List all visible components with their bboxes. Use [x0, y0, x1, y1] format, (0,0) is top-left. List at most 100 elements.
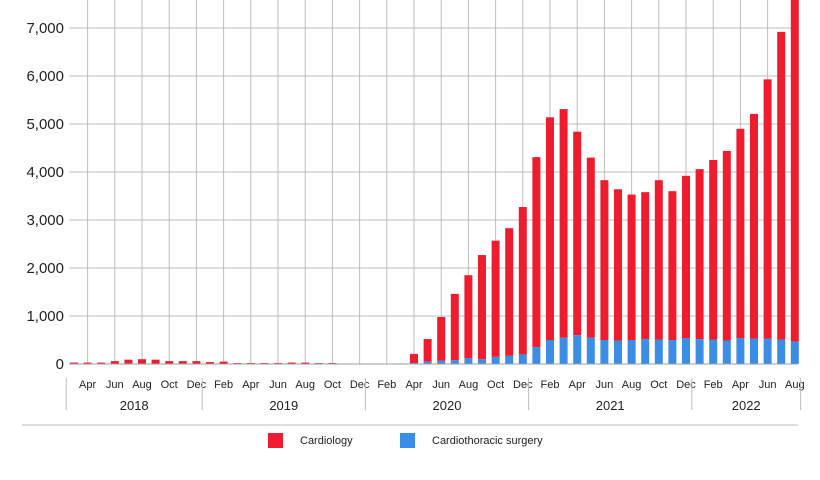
- bar-cardiothoracic: [722, 340, 731, 364]
- bar-cardiology: [478, 255, 486, 360]
- bar-cardiothoracic: [505, 355, 514, 364]
- bar-cardiology: [219, 361, 228, 364]
- month-label: Apr: [79, 379, 96, 391]
- bar-cardiology: [206, 362, 214, 364]
- month-label: Dec: [676, 379, 696, 391]
- bar-cardiothoracic: [464, 358, 473, 364]
- bar-cardiothoracic: [668, 340, 677, 364]
- bar-cardiology: [654, 180, 663, 340]
- bar-cardiothoracic: [478, 359, 486, 364]
- bar-cardiothoracic: [423, 361, 432, 364]
- month-label: Aug: [785, 379, 805, 391]
- month-label: Apr: [569, 379, 586, 391]
- month-label: Oct: [487, 379, 504, 391]
- month-label: Jun: [596, 379, 614, 391]
- month-label: Feb: [541, 379, 560, 391]
- bar-cardiology: [600, 180, 609, 340]
- month-label: Apr: [242, 379, 259, 391]
- year-label: 2019: [269, 398, 298, 413]
- y-tick-label: 3,000: [26, 212, 64, 229]
- bar-cardiology: [450, 293, 459, 361]
- bar-cardiology: [423, 339, 432, 362]
- bar-cardiothoracic: [532, 347, 541, 364]
- y-tick-label: 2,000: [26, 260, 64, 277]
- bar-cardiology: [518, 207, 527, 355]
- y-axis: 0 1,000 2,000 3,000 4,000 5,000 6,000 7,000: [26, 20, 64, 373]
- month-label: Dec: [350, 379, 370, 391]
- bar-cardiothoracic: [450, 360, 459, 364]
- bar-cardiothoracic: [627, 340, 636, 364]
- bar-cardiology: [178, 361, 187, 364]
- year-label: 2022: [732, 398, 761, 413]
- bar-cardiology: [464, 275, 473, 359]
- bar-cardiothoracic: [437, 360, 446, 364]
- month-label: Feb: [377, 379, 396, 391]
- bar-cardiology: [641, 192, 650, 340]
- bar-cardiology: [682, 175, 690, 339]
- bar-cardiology: [614, 189, 622, 341]
- bar-cardiology: [668, 191, 677, 340]
- bar-cardiothoracic: [641, 339, 650, 364]
- y-tick-label: 1,000: [26, 308, 64, 325]
- bar-cardiology: [124, 359, 133, 364]
- bar-cardiothoracic: [777, 339, 786, 364]
- month-label: Jun: [106, 379, 124, 391]
- y-tick-label: 0: [56, 356, 64, 373]
- bar-cardiology: [491, 240, 500, 357]
- month-label: Oct: [650, 379, 667, 391]
- month-label: Apr: [405, 379, 422, 391]
- bar-cardiology: [586, 157, 595, 338]
- bar-cardiothoracic: [682, 338, 690, 364]
- bar-cardiothoracic: [709, 339, 718, 364]
- month-label: Jun: [432, 379, 450, 391]
- bar-cardiology: [192, 361, 201, 364]
- bar-cardiothoracic: [559, 337, 568, 364]
- bar-cardiology: [410, 353, 418, 364]
- x-axis: Apr Jun Aug Oct Dec Feb Apr Jun Aug Oct Dec Feb Apr J…: [22, 363, 805, 426]
- bar-cardiology: [722, 150, 731, 341]
- bar-cardiology: [763, 79, 772, 339]
- month-label: Dec: [187, 379, 207, 391]
- month-label: Apr: [732, 379, 749, 391]
- bar-cardiology: [695, 169, 704, 340]
- bar-cardiothoracic: [518, 354, 527, 364]
- bar-cardiothoracic: [491, 356, 500, 364]
- bar-cardiothoracic: [546, 340, 554, 364]
- month-label: Aug: [132, 379, 152, 391]
- bar-cardiology: [627, 194, 636, 340]
- month-label: Feb: [704, 379, 723, 391]
- y-tick-label: 6,000: [26, 68, 64, 85]
- bar-cardiothoracic: [586, 337, 595, 364]
- bar-cardiology: [151, 359, 160, 364]
- bar-cardiology: [709, 160, 718, 340]
- bar-cardiology: [138, 359, 146, 364]
- bars: [70, 0, 799, 364]
- bar-cardiothoracic: [654, 339, 663, 364]
- month-label: Jun: [269, 379, 287, 391]
- bar-cardiology: [70, 362, 78, 364]
- year-label: 2018: [120, 398, 149, 413]
- bar-cardiothoracic: [763, 338, 772, 364]
- year-label: 2021: [596, 398, 625, 413]
- bar-cardiothoracic: [573, 335, 582, 364]
- month-label: Aug: [295, 379, 315, 391]
- month-label: Dec: [513, 379, 533, 391]
- month-label: Aug: [622, 379, 642, 391]
- y-tick-label: 7,000: [26, 20, 64, 37]
- bar-cardiology: [83, 362, 92, 364]
- month-label: Feb: [214, 379, 233, 391]
- bar-cardiothoracic: [790, 341, 799, 364]
- bar-cardiothoracic: [750, 338, 758, 364]
- bar-cardiology: [110, 361, 119, 364]
- year-label: 2020: [433, 398, 462, 413]
- bar-cardiology: [750, 113, 758, 339]
- bar-cardiology: [437, 316, 446, 361]
- month-label: Oct: [324, 379, 341, 391]
- legend-swatch: [268, 433, 283, 448]
- legend-label: Cardiothoracic surgery: [432, 435, 543, 447]
- bar-cardiothoracic: [695, 339, 704, 364]
- month-label: Jun: [759, 379, 777, 391]
- bar-cardiology: [559, 109, 568, 338]
- legend: Cardiology Cardiothoracic surgery: [268, 433, 543, 448]
